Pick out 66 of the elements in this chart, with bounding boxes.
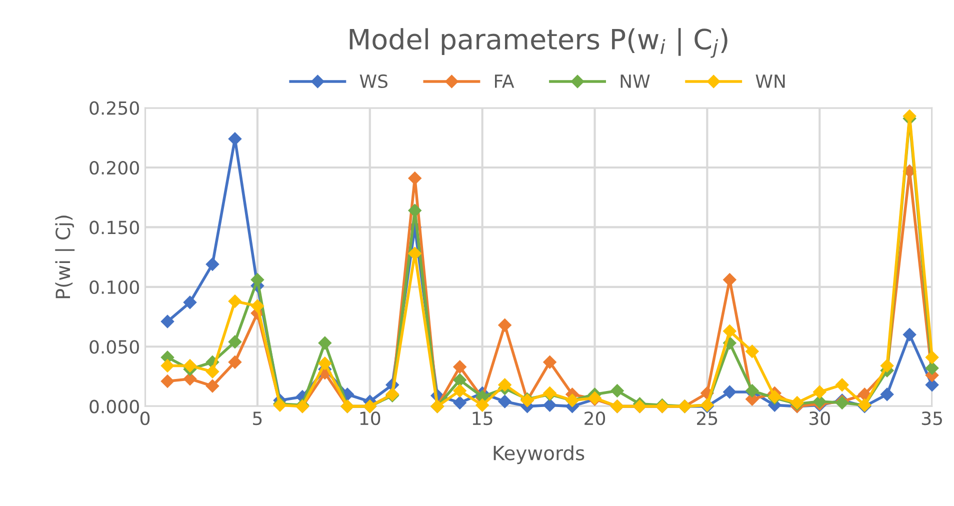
x-tick-label: 5 <box>253 412 262 426</box>
point <box>925 378 939 392</box>
point <box>453 396 466 410</box>
y-tick-label: 0.050 <box>90 340 139 354</box>
point <box>318 336 332 350</box>
point <box>250 299 264 313</box>
point <box>183 296 197 310</box>
point <box>160 314 174 328</box>
point <box>228 335 242 348</box>
point <box>836 378 849 392</box>
x-axis-title: Keywords <box>494 445 584 464</box>
point <box>206 365 220 378</box>
x-tick-label: 0 <box>140 412 150 426</box>
point <box>160 374 174 388</box>
point <box>543 398 556 412</box>
point <box>250 273 264 286</box>
y-tick-label: 0.100 <box>90 280 139 294</box>
point <box>498 378 512 392</box>
point <box>183 372 197 386</box>
legend-label: WS <box>360 74 388 88</box>
point <box>925 362 939 375</box>
point <box>476 398 489 412</box>
y-tick-label: 0.000 <box>90 400 139 414</box>
point <box>813 385 826 399</box>
point <box>408 246 422 260</box>
x-tick-label: 35 <box>922 412 942 426</box>
x-tick-label: 10 <box>360 412 380 426</box>
point <box>408 204 422 218</box>
y-axis-title: P(wi | Cj) <box>55 216 75 298</box>
x-tick-label: 15 <box>472 412 492 426</box>
point <box>228 132 242 146</box>
point <box>902 110 916 123</box>
point <box>206 379 220 393</box>
point <box>453 384 466 398</box>
point <box>228 294 242 308</box>
point <box>880 359 894 372</box>
point <box>408 172 422 185</box>
y-tick-label: 0.150 <box>90 220 139 234</box>
point <box>925 350 939 364</box>
legend-label: WN <box>756 74 785 88</box>
point <box>610 384 624 398</box>
point <box>543 356 556 369</box>
point <box>318 356 332 370</box>
x-tick-label: 20 <box>584 412 606 426</box>
x-tick-label: 25 <box>697 412 718 426</box>
y-tick-label: 0.250 <box>90 101 139 115</box>
point <box>746 344 759 358</box>
chart-title: Model parameters P(w$_{i}$ | C$_{j}$) <box>350 28 728 58</box>
point <box>498 318 512 332</box>
point <box>453 373 466 387</box>
legend-label: NW <box>620 74 650 88</box>
point <box>902 328 916 342</box>
point <box>228 356 242 369</box>
x-tick-label: 30 <box>810 412 830 426</box>
point <box>160 359 174 372</box>
point <box>498 394 512 408</box>
point <box>723 385 736 399</box>
legend-label: FA <box>495 74 514 88</box>
point <box>206 258 220 271</box>
point <box>723 324 736 338</box>
point <box>453 360 466 374</box>
point <box>183 359 197 372</box>
point <box>813 394 826 408</box>
point <box>723 273 736 286</box>
point <box>880 388 894 401</box>
y-tick-label: 0.200 <box>90 160 139 175</box>
